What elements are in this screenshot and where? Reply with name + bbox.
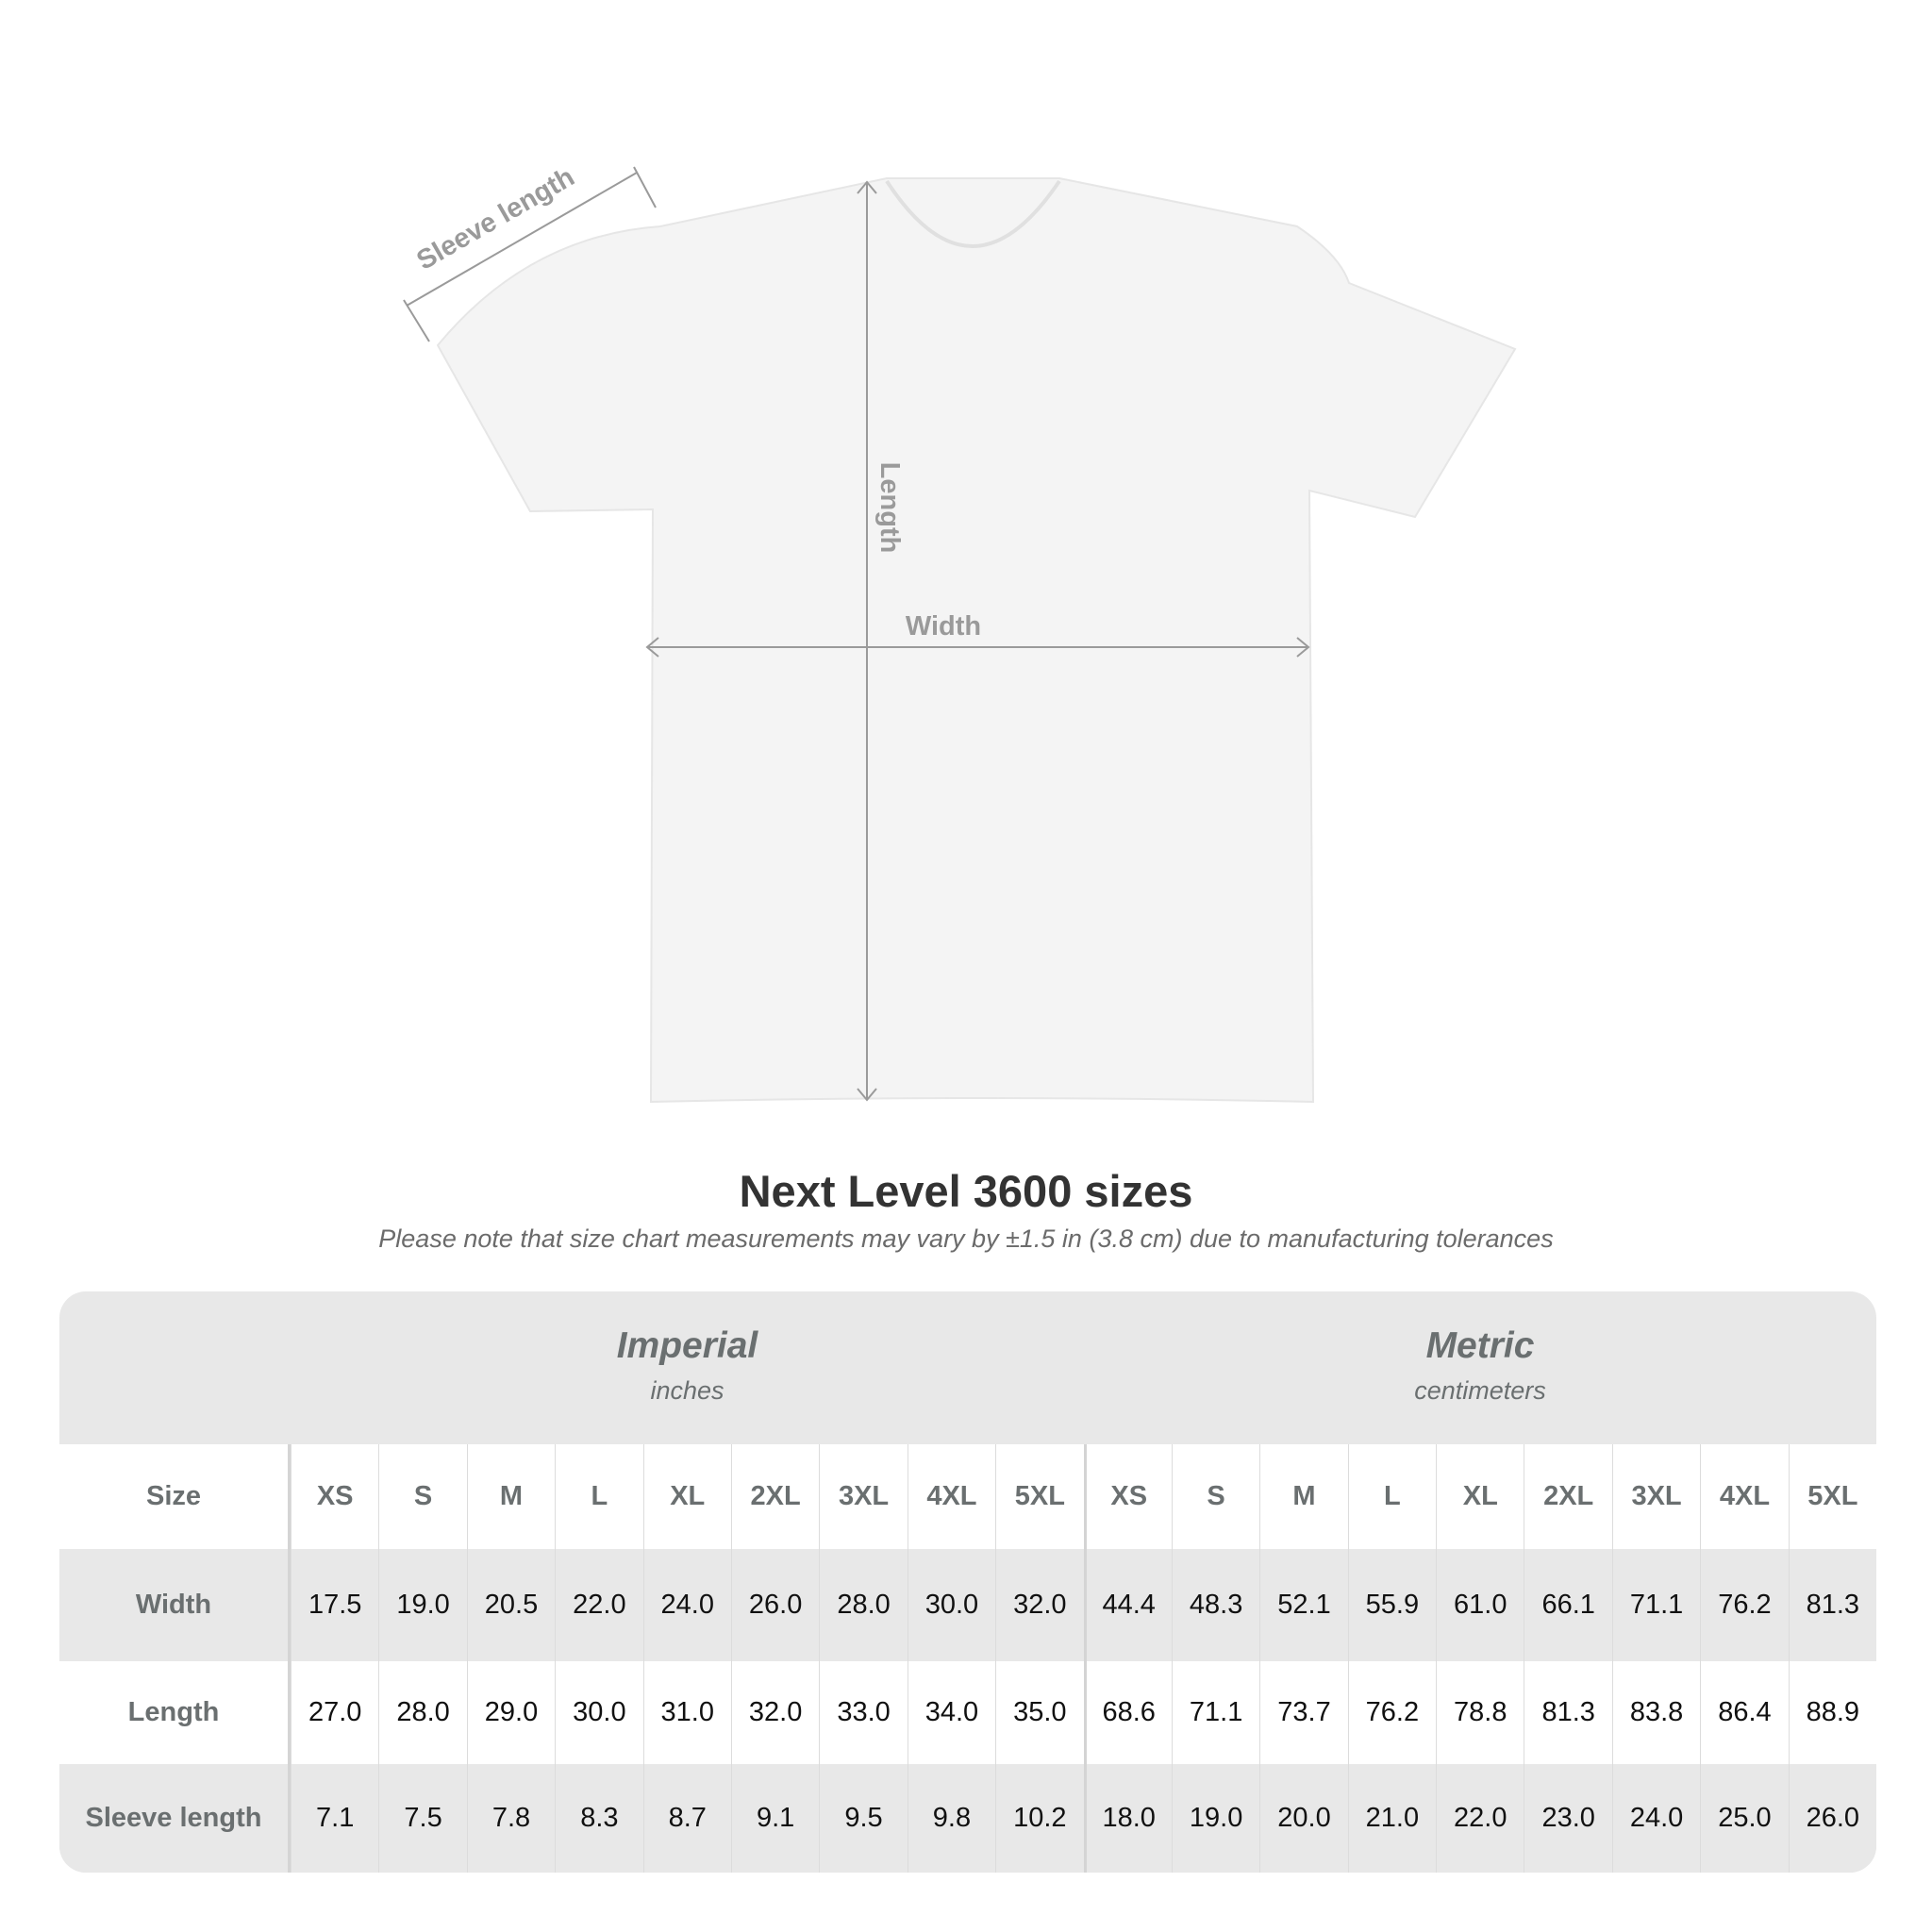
length-label: Length [874,462,905,554]
tshirt-diagram: Width Length Sleeve length [403,162,1517,1104]
imperial-value: 8.7 [642,1764,731,1873]
metric-size-4xl: 4XL [1700,1444,1788,1549]
metric-value: 61.0 [1436,1549,1524,1661]
width-arrowheads [645,637,1310,658]
metric-label: Metric [1425,1325,1535,1366]
tolerance-note: Please note that size chart measurements… [378,1224,1554,1253]
metric-value: 88.9 [1788,1661,1876,1764]
imperial-value: 26.0 [730,1549,819,1661]
imperial-size-s: S [378,1444,466,1549]
metric-value: 48.3 [1171,1549,1259,1661]
metric-value: 55.9 [1347,1549,1436,1661]
imperial-label: Imperial [616,1325,758,1366]
table-row-width: Width 17.5 19.0 20.5 22.0 24.0 26.0 28.0 30.0 32.… [59,1549,1876,1661]
imperial-value: 27.0 [291,1661,378,1764]
imperial-value: 20.5 [466,1549,555,1661]
metric-size-l: L [1347,1444,1436,1549]
imperial-size-xl: XL [642,1444,731,1549]
imperial-value: 29.0 [466,1661,555,1764]
page-title: Next Level 3600 sizes [739,1166,1193,1216]
imperial-value: 28.0 [819,1549,907,1661]
metric-value: 76.2 [1700,1549,1788,1661]
length-arrowheads [857,180,877,1102]
metric-value: 81.3 [1788,1549,1876,1661]
metric-value: 83.8 [1611,1661,1700,1764]
imperial-value: 7.5 [378,1764,466,1873]
metric-size-s: S [1171,1444,1259,1549]
metric-unit: centimeters [1414,1376,1546,1405]
imperial-value: 9.8 [907,1764,995,1873]
size-table: Imperial inches Metric centimeters Size … [59,1291,1876,1873]
imperial-value: 19.0 [378,1549,466,1661]
metric-value: 86.4 [1700,1661,1788,1764]
imperial-header: Imperial inches [291,1291,1084,1444]
metric-value: 24.0 [1611,1764,1700,1873]
sleeve-ticks [403,166,657,342]
imperial-value: 22.0 [555,1549,642,1661]
imperial-value: 31.0 [642,1661,731,1764]
size-header-row: Size XS S M L XL 2XL 3XL 4XL 5XL XS S M L XL 2XL 3XL 4XL… [59,1444,1876,1549]
metric-value: 52.1 [1259,1549,1347,1661]
metric-value: 71.1 [1171,1661,1259,1764]
imperial-value: 32.0 [995,1549,1083,1661]
metric-value: 44.4 [1083,1549,1172,1661]
table-row-length: Length 27.0 28.0 29.0 30.0 31.0 32.0 33.0 34.0 35… [59,1661,1876,1764]
metric-size-3xl: 3XL [1611,1444,1700,1549]
imperial-value: 24.0 [642,1549,731,1661]
metric-value: 68.6 [1083,1661,1172,1764]
width-label: Width [906,611,981,641]
imperial-value: 9.1 [730,1764,819,1873]
metric-value: 20.0 [1259,1764,1347,1873]
metric-value: 76.2 [1347,1661,1436,1764]
row-label: Width [59,1549,291,1661]
metric-value: 25.0 [1700,1764,1788,1873]
imperial-value: 32.0 [730,1661,819,1764]
size-label: Size [59,1444,291,1549]
imperial-value: 10.2 [995,1764,1083,1873]
imperial-size-4xl: 4XL [907,1444,995,1549]
imperial-value: 28.0 [378,1661,466,1764]
imperial-value: 9.5 [819,1764,907,1873]
imperial-value: 33.0 [819,1661,907,1764]
metric-value: 19.0 [1171,1764,1259,1873]
imperial-value: 34.0 [907,1661,995,1764]
imperial-value: 7.1 [291,1764,378,1873]
metric-size-5xl: 5XL [1788,1444,1876,1549]
metric-header: Metric centimeters [1084,1291,1876,1444]
imperial-value: 35.0 [995,1661,1083,1764]
metric-value: 71.1 [1611,1549,1700,1661]
metric-value: 73.7 [1259,1661,1347,1764]
imperial-unit: inches [650,1376,724,1405]
sleeve-measure-line [406,172,638,307]
row-label: Length [59,1661,291,1764]
row-label: Sleeve length [59,1764,291,1873]
tshirt-shape [436,177,1517,1104]
metric-size-2xl: 2XL [1524,1444,1611,1549]
metric-value: 22.0 [1436,1764,1524,1873]
metric-size-xl: XL [1436,1444,1524,1549]
metric-value: 26.0 [1788,1764,1876,1873]
imperial-size-l: L [555,1444,642,1549]
imperial-value: 17.5 [291,1549,378,1661]
metric-value: 23.0 [1524,1764,1611,1873]
table-row-sleeve-length: Sleeve length 7.1 7.5 7.8 8.3 8.7 9.1 9.5 9.8 10.… [59,1764,1876,1873]
metric-value: 18.0 [1083,1764,1172,1873]
imperial-size-xs: XS [291,1444,378,1549]
imperial-size-5xl: 5XL [995,1444,1083,1549]
imperial-value: 8.3 [555,1764,642,1873]
imperial-value: 30.0 [907,1549,995,1661]
imperial-size-m: M [466,1444,555,1549]
metric-size-xs: XS [1083,1444,1172,1549]
imperial-value: 7.8 [466,1764,555,1873]
metric-value: 78.8 [1436,1661,1524,1764]
imperial-size-3xl: 3XL [819,1444,907,1549]
tshirt-collar [885,179,1061,248]
imperial-value: 30.0 [555,1661,642,1764]
imperial-size-2xl: 2XL [730,1444,819,1549]
metric-size-m: M [1259,1444,1347,1549]
metric-value: 21.0 [1347,1764,1436,1873]
metric-value: 66.1 [1524,1549,1611,1661]
metric-value: 81.3 [1524,1661,1611,1764]
